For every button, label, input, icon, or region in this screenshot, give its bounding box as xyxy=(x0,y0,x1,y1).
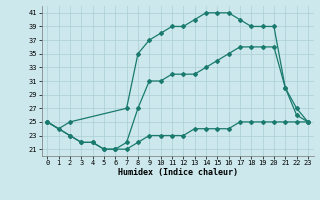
X-axis label: Humidex (Indice chaleur): Humidex (Indice chaleur) xyxy=(118,168,237,177)
